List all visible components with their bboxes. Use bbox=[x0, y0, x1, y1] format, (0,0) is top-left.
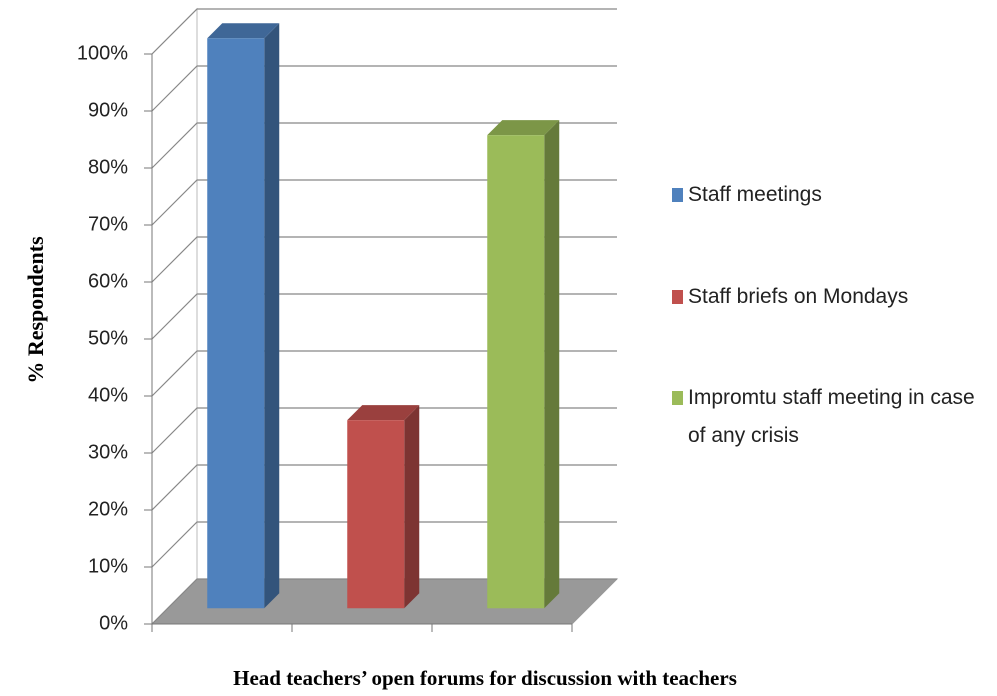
grid-line bbox=[151, 293, 617, 340]
y-tick-label: 0% bbox=[99, 612, 128, 634]
bar-top bbox=[347, 405, 420, 421]
y-axis-label: % Respondents bbox=[23, 236, 48, 384]
y-tick-label: 80% bbox=[88, 156, 128, 178]
y-tick-label: 100% bbox=[77, 42, 128, 64]
x-axis-label: Head teachers’ open forums for discussio… bbox=[233, 666, 737, 690]
bar-top bbox=[207, 23, 280, 39]
grid-line bbox=[151, 407, 617, 454]
grid-line bbox=[151, 179, 617, 226]
y-tick-label: 10% bbox=[88, 555, 128, 577]
grid-line bbox=[151, 464, 617, 511]
grid-line bbox=[151, 122, 617, 169]
grid-line bbox=[151, 578, 617, 625]
bar-top bbox=[487, 120, 560, 136]
legend-label: Staff briefs on Mondays bbox=[688, 285, 909, 308]
legend-item: Impromtu staff meeting in case of any cr… bbox=[672, 379, 982, 455]
grid-line bbox=[151, 8, 617, 55]
bar-side bbox=[404, 405, 420, 609]
bar-side bbox=[544, 120, 560, 609]
bar bbox=[347, 420, 405, 609]
legend-swatch bbox=[672, 391, 683, 405]
y-tick-label: 40% bbox=[88, 384, 128, 406]
bar bbox=[487, 135, 545, 609]
grid-line bbox=[151, 521, 617, 568]
y-tick-label: 90% bbox=[88, 99, 128, 121]
legend-label: Impromtu staff meeting in case of any cr… bbox=[688, 386, 975, 447]
bar bbox=[207, 38, 265, 609]
grid-line bbox=[151, 236, 617, 283]
y-tick-label: 30% bbox=[88, 441, 128, 463]
legend-item: Staff meetings bbox=[672, 176, 982, 214]
y-tick-label: 50% bbox=[88, 327, 128, 349]
grid-line bbox=[151, 350, 617, 397]
grid-line bbox=[151, 65, 617, 112]
y-tick-label: 60% bbox=[88, 270, 128, 292]
legend-swatch bbox=[672, 188, 683, 202]
legend-swatch bbox=[672, 290, 683, 304]
legend-item: Staff briefs on Mondays bbox=[672, 278, 982, 316]
y-tick-label: 70% bbox=[88, 213, 128, 235]
y-tick-label: 20% bbox=[88, 498, 128, 520]
bar-side bbox=[264, 23, 280, 609]
legend-label: Staff meetings bbox=[688, 183, 822, 206]
